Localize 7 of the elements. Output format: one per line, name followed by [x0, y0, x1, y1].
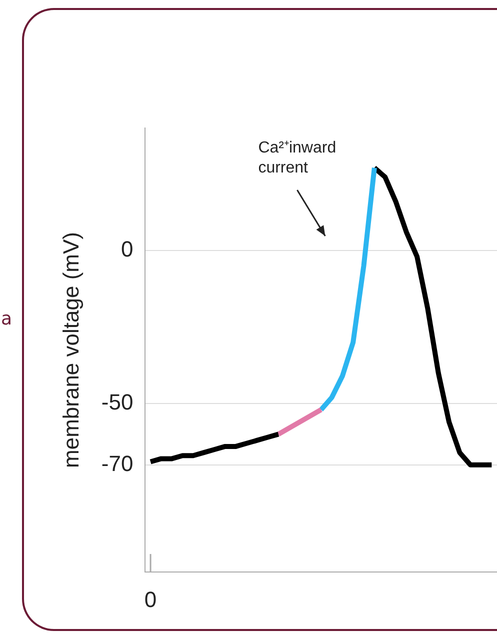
y-axis-title: membrane voltage (mV) [58, 232, 84, 468]
y-tick-label: 0 [120, 236, 134, 262]
y-tick-label: -50 [101, 390, 134, 415]
annotation: Ca²⁺inward current [258, 139, 336, 176]
text: a [1, 308, 12, 330]
text: 0 [144, 587, 157, 612]
y-tick-label: -70 [101, 450, 134, 476]
